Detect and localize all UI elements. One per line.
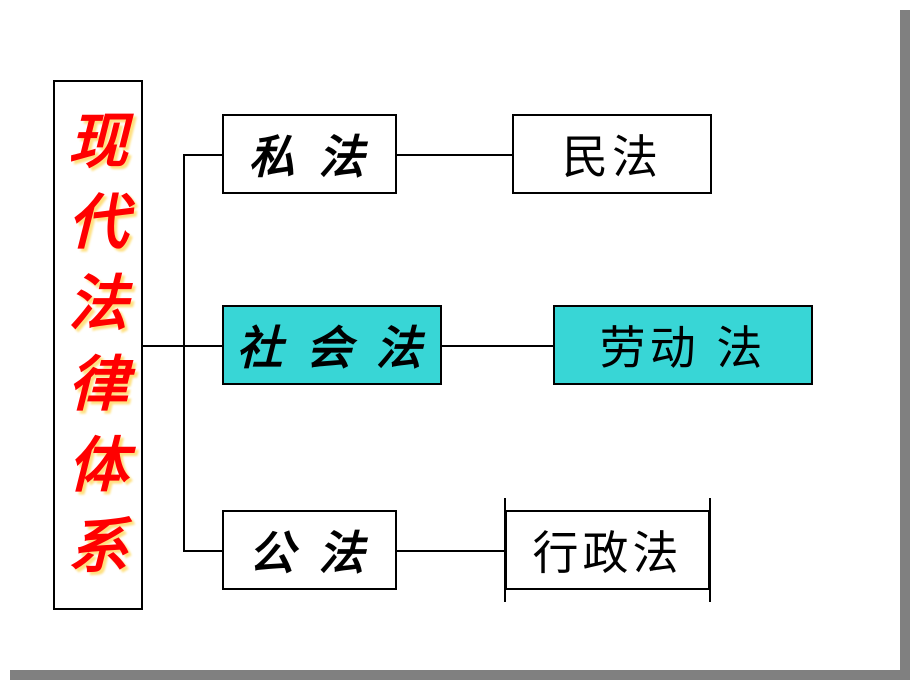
level1-node-0: 私 法 bbox=[222, 114, 397, 194]
level1-label-2: 公 法 bbox=[249, 517, 371, 583]
level2-label-1: 劳动 法 bbox=[600, 312, 767, 378]
root-char-2: 法 bbox=[68, 264, 128, 345]
level1-node-2: 公 法 bbox=[222, 510, 397, 590]
level1-label-0: 私 法 bbox=[249, 121, 371, 187]
level1-label-1: 社 会 法 bbox=[237, 312, 428, 378]
root-char-4: 体 bbox=[68, 426, 128, 507]
root-node: 现 代 法 律 体 系 bbox=[53, 80, 143, 610]
level2-label-0: 民法 bbox=[562, 121, 662, 187]
slide-shadow-bottom bbox=[10, 670, 910, 680]
level2-label-2: 行政法 bbox=[533, 517, 683, 583]
root-char-0: 现 bbox=[68, 102, 128, 183]
root-char-1: 代 bbox=[68, 183, 128, 264]
root-char-5: 系 bbox=[68, 507, 128, 588]
level2-node-0: 民法 bbox=[512, 114, 712, 194]
slide-shadow-right bbox=[900, 10, 910, 680]
level1-node-1: 社 会 法 bbox=[222, 305, 442, 385]
level2-node-2: 行政法 bbox=[505, 510, 710, 590]
level2-node-1: 劳动 法 bbox=[553, 305, 813, 385]
root-char-3: 律 bbox=[68, 345, 128, 426]
